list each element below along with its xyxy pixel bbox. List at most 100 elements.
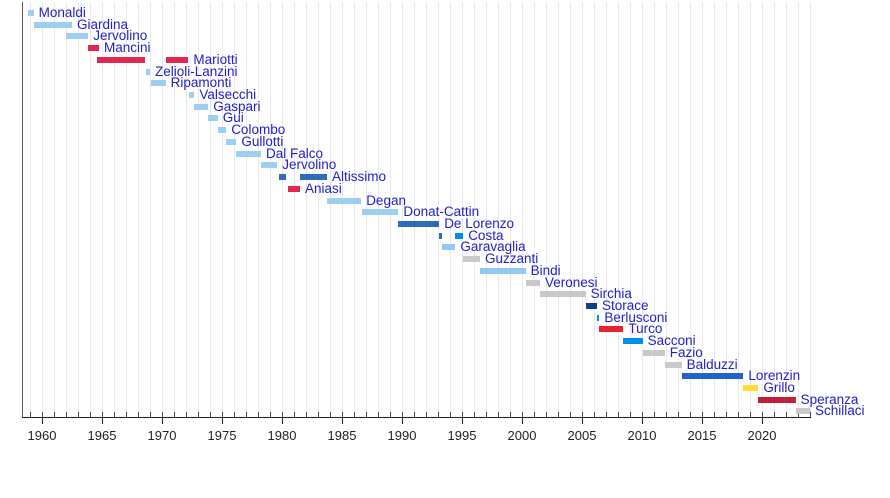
minister-label-mariotti[interactable]: Mariotti [193,51,238,67]
minister-label-jervolino[interactable]: Jervolino [282,157,337,173]
term-bar-gaspari [194,103,209,110]
minister-label-garavaglia[interactable]: Garavaglia [460,239,526,255]
term-bar-altissimo [279,174,287,181]
minister-label-dal-falco[interactable]: Dal Falco [266,145,324,161]
year-gridline [666,2,667,417]
term-bar-donat-cattin [362,209,399,216]
minister-label-costa[interactable]: Costa [468,227,504,243]
year-gridline [450,2,451,417]
minister-label-gui[interactable]: Gui [222,110,244,126]
minister-label-sacconi[interactable]: Sacconi [647,333,696,349]
term-bar-mancini [88,45,99,52]
minister-label-mancini[interactable]: Mancini [104,40,151,56]
year-gridline [330,2,331,417]
year-gridline [690,2,691,417]
x-axis-minor-tick [582,412,583,417]
year-gridline [342,2,343,417]
minister-label-ripamonti[interactable]: Ripamonti [170,75,232,91]
year-gridline [774,2,775,417]
minister-label-aniasi[interactable]: Aniasi [305,180,342,196]
minister-label-altissimo[interactable]: Altissimo [332,169,387,185]
minister-label-schillaci[interactable]: Schillaci [815,403,865,419]
year-gridline [246,2,247,417]
x-axis-minor-tick [726,412,727,417]
x-axis-major-tick [702,418,703,424]
term-bar-bindi [480,267,526,274]
minister-label-gullotti[interactable]: Gullotti [241,133,284,149]
minister-label-valsecchi[interactable]: Valsecchi [199,87,257,103]
x-axis-minor-tick [510,412,511,417]
x-axis-minor-tick [750,412,751,417]
minister-label-donat-cattin[interactable]: Donat-Cattin [403,204,480,220]
term-bar-turco [599,326,624,333]
x-axis-minor-tick [342,412,343,417]
minister-label-degan[interactable]: Degan [366,192,406,208]
term-bar-fazio [642,349,665,356]
x-axis-minor-tick [774,412,775,417]
year-gridline [630,2,631,417]
year-gridline [90,2,91,417]
minister-label-berlusconi[interactable]: Berlusconi [604,309,668,325]
minister-label-bindi[interactable]: Bindi [530,262,561,278]
term-bar-garavaglia [442,244,456,251]
year-gridline [714,2,715,417]
x-axis-minor-tick [186,412,187,417]
minister-label-fazio[interactable]: Fazio [669,344,703,360]
year-gridline [126,2,127,417]
x-axis-major-tick [162,418,163,424]
year-gridline [474,2,475,417]
minister-label-turco[interactable]: Turco [628,321,663,337]
x-axis-tick-label: 1975 [207,428,237,443]
minister-label-balduzzi[interactable]: Balduzzi [686,356,738,372]
plot-left-border [21,2,23,417]
x-axis-tick-label: 2010 [627,428,657,443]
x-axis-minor-tick [102,412,103,417]
year-gridline [222,2,223,417]
x-axis-minor-tick [738,412,739,417]
term-bar-de-lorenzo [398,220,440,227]
year-gridline [234,2,235,417]
minister-label-jervolino[interactable]: Jervolino [93,28,148,44]
x-axis-minor-tick [354,412,355,417]
minister-label-veronesi[interactable]: Veronesi [545,274,598,290]
year-gridline [282,2,283,417]
year-gridline [738,2,739,417]
x-axis-minor-tick [450,412,451,417]
term-bar-altissimo [300,174,327,181]
year-gridline [582,2,583,417]
minister-label-grillo[interactable]: Grillo [763,380,795,396]
legend: Political parties: DCPSIPLIInd.FI / PdLP… [0,450,890,498]
x-axis-minor-tick [162,412,163,417]
minister-label-gaspari[interactable]: Gaspari [213,98,261,114]
year-gridline [594,2,595,417]
x-axis-minor-tick [474,412,475,417]
minister-label-monaldi[interactable]: Monaldi [38,5,86,20]
x-axis-minor-tick [90,412,91,417]
term-bar-colombo [217,127,227,134]
term-bar-valsecchi [189,92,195,99]
x-axis-minor-tick [246,412,247,417]
x-axis-minor-tick [690,412,691,417]
minister-label-sirchia[interactable]: Sirchia [590,286,632,302]
year-gridline [678,2,679,417]
x-axis-minor-tick [702,412,703,417]
minister-label-giardina[interactable]: Giardina [77,16,129,32]
x-axis-minor-tick [438,412,439,417]
minister-label-storace[interactable]: Storace [602,298,649,313]
x-axis-minor-tick [54,412,55,417]
minister-label-speranza[interactable]: Speranza [800,391,859,407]
minister-label-zelioli-lanzini[interactable]: Zelioli-Lanzini [155,63,238,79]
x-axis-major-tick [42,418,43,424]
year-gridline [174,2,175,417]
term-bar-sirchia [540,291,586,298]
x-axis-major-tick [582,418,583,424]
minister-label-lorenzin[interactable]: Lorenzin [748,368,801,384]
x-axis-minor-tick [618,412,619,417]
minister-label-colombo[interactable]: Colombo [231,122,286,138]
x-axis-minor-tick [390,412,391,417]
x-axis-minor-tick [78,412,79,417]
year-gridline [606,2,607,417]
minister-label-de-lorenzo[interactable]: De Lorenzo [444,215,514,231]
minister-label-guzzanti[interactable]: Guzzanti [485,251,539,267]
x-axis-tick-label: 2000 [507,428,537,443]
